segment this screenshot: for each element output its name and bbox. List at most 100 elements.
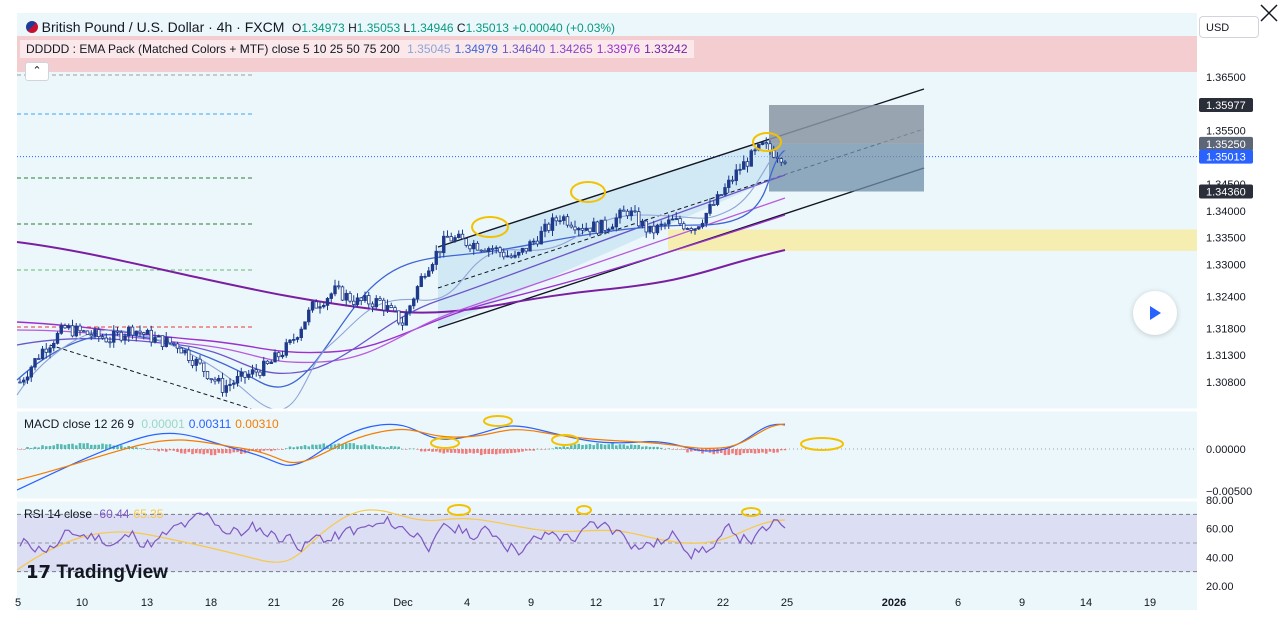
candle — [715, 191, 720, 207]
candle — [614, 213, 618, 232]
macd-bar — [161, 449, 164, 451]
currency-button[interactable]: USD — [1199, 16, 1259, 38]
symbol-title[interactable]: British Pound / U.S. Dollar · 4h · FXCM — [41, 19, 285, 35]
candle — [667, 214, 671, 230]
macd-bar — [599, 444, 603, 449]
support-zone[interactable] — [668, 229, 1197, 251]
position-target-box[interactable] — [769, 104, 924, 144]
rsi-axis[interactable]: 80.00 60.00 40.00 20.00 — [1206, 495, 1234, 593]
tradingview-mark-icon: 𝟭𝟳 — [26, 562, 52, 582]
ema-legend[interactable]: DDDDD : EMA Pack (Matched Colors + MTF) … — [20, 40, 694, 58]
candle — [340, 285, 345, 301]
macd-bar — [622, 444, 626, 449]
collapse-legend-button[interactable]: ⌃ — [25, 62, 49, 81]
macd-bar — [434, 449, 438, 452]
time-tick: 9 — [528, 597, 534, 609]
candle — [670, 215, 675, 221]
macd-bar — [63, 444, 67, 449]
macd-bar — [292, 447, 296, 449]
candle — [325, 296, 330, 311]
macd-bar — [18, 449, 22, 450]
candle — [595, 220, 600, 236]
price-candles — [18, 137, 787, 397]
macd-bar — [521, 449, 524, 452]
macd_legend-value-2: 0.00311 — [188, 417, 232, 431]
close-icon[interactable] — [1258, 2, 1280, 24]
candle — [93, 327, 97, 339]
macd-bar — [757, 449, 761, 454]
candle — [187, 346, 191, 364]
macd-bar — [329, 444, 333, 449]
macd-bar — [89, 444, 93, 449]
candle — [82, 329, 86, 333]
chart-panel — [17, 13, 1197, 610]
ema-legend-label: DDDDD : EMA Pack (Matched Colors + MTF) … — [26, 42, 400, 56]
time-tick: 12 — [590, 597, 602, 609]
ema_legend-value-3: 1.34640 — [501, 42, 546, 56]
candle — [580, 223, 585, 235]
candle — [408, 304, 412, 316]
rsi-legend[interactable]: RSI 14 close 60.44 65.35 — [24, 507, 163, 521]
candle — [775, 152, 780, 163]
candle — [479, 249, 483, 253]
macd-bar — [603, 444, 607, 449]
macd-bar — [318, 444, 322, 449]
macd-bar — [682, 449, 686, 450]
macd-bar — [123, 447, 127, 449]
macd-bar — [404, 449, 408, 450]
price-tick: 1.30800 — [1206, 377, 1246, 389]
macd-bar — [472, 449, 476, 454]
macd-bar — [779, 449, 783, 451]
low-label: L — [403, 21, 411, 35]
macd-bar — [498, 449, 502, 454]
candle — [198, 355, 202, 365]
macd-bar — [97, 444, 101, 449]
candle — [655, 223, 660, 236]
candle — [700, 219, 705, 229]
macd-bar — [37, 447, 41, 449]
price-tick: 1.32400 — [1206, 291, 1246, 303]
macd-bar — [86, 443, 89, 449]
macd-bar — [483, 449, 487, 455]
candle — [457, 230, 461, 239]
time-axis[interactable]: 5 10 13 18 21 26 Dec 4 9 12 17 22 25 2026 6 9 14 19 — [15, 597, 1156, 609]
symbol-legend[interactable]: British Pound / U.S. Dollar · 4h · FXCM … — [26, 19, 615, 35]
candle — [160, 335, 165, 351]
macd-bar — [761, 449, 764, 453]
macd-bar — [74, 445, 78, 449]
rsi-tick: 40.00 — [1206, 552, 1234, 564]
candle — [697, 226, 701, 231]
candle — [217, 374, 221, 384]
candle — [554, 215, 558, 226]
candle — [179, 347, 183, 354]
position-stop-box[interactable] — [769, 143, 924, 192]
candle — [367, 291, 371, 308]
macd-bar — [524, 449, 528, 451]
macd-bar — [374, 445, 378, 449]
price-tag: 1.35250 — [1199, 136, 1253, 151]
candle — [108, 336, 112, 348]
candle — [52, 340, 56, 352]
macd-bar — [419, 449, 423, 452]
macd-bar — [146, 449, 149, 450]
replay-play-button[interactable] — [1133, 291, 1177, 335]
candle — [284, 338, 288, 358]
macd-bar — [228, 449, 232, 454]
candle — [85, 330, 90, 335]
rsi-tick: 20.00 — [1206, 581, 1234, 593]
candle — [712, 200, 716, 206]
macd-bar — [266, 449, 269, 451]
macd_legend-value-1: 0.00001 — [141, 417, 185, 431]
candle — [427, 266, 431, 277]
macd-legend[interactable]: MACD close 12 26 9 0.00001 0.00311 0.00310 — [24, 417, 279, 431]
candle — [329, 292, 333, 303]
rsi-ma-line — [16, 509, 786, 571]
macd-bar — [738, 449, 742, 456]
rsi-tick: 60.00 — [1206, 524, 1234, 536]
price-axis[interactable]: 1.365001.355001.345001.340001.335001.330… — [1206, 72, 1246, 389]
candle — [400, 316, 405, 331]
macd-axis[interactable]: 0.00000 −0.00500 — [1206, 444, 1252, 498]
macd-bar — [281, 449, 284, 450]
